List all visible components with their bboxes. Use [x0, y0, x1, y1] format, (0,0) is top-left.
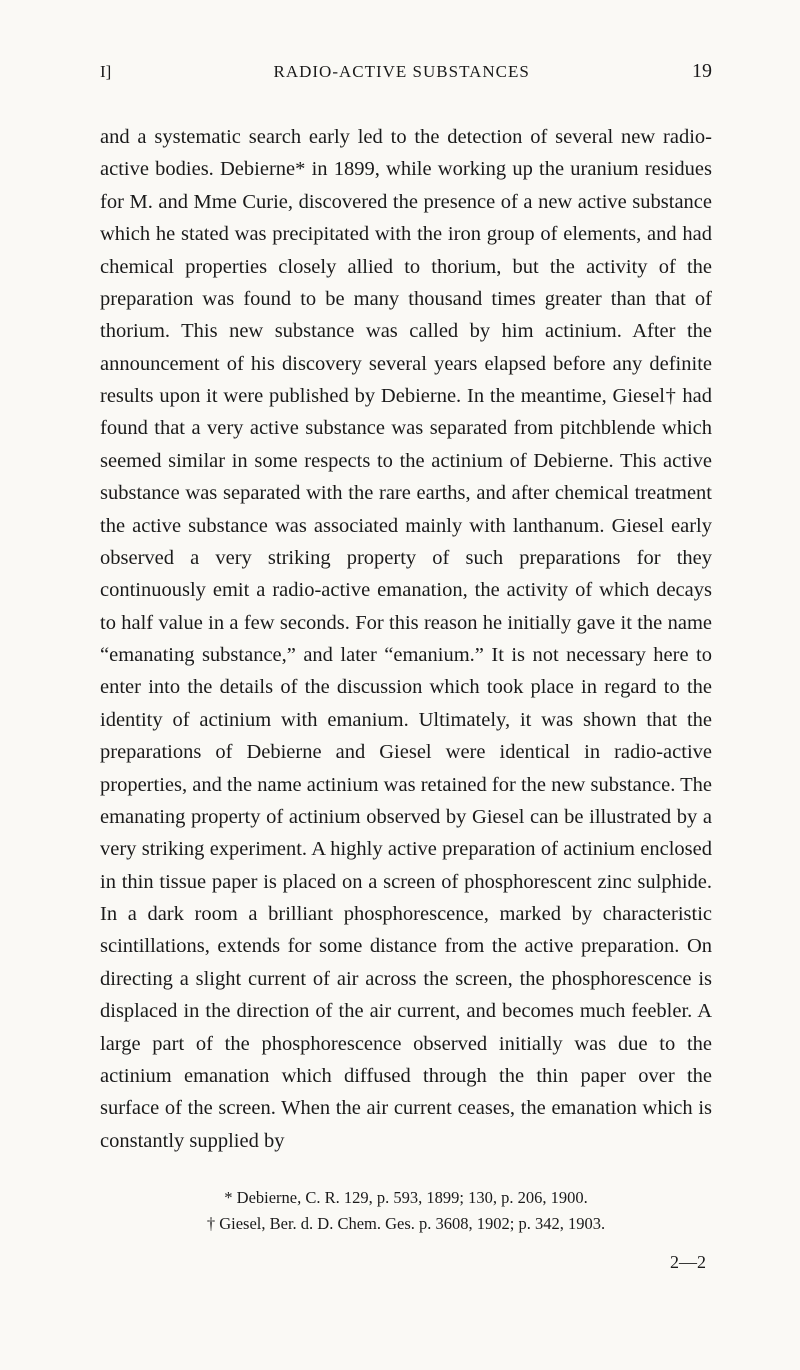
signature-mark: 2—2	[100, 1252, 712, 1273]
footnote-2: † Giesel, Ber. d. D. Chem. Ges. p. 3608,…	[100, 1211, 712, 1237]
header-page-number: 19	[692, 60, 712, 83]
header-chapter-marker: I]	[100, 62, 111, 82]
page: I] RADIO-ACTIVE SUBSTANCES 19 and a syst…	[0, 0, 800, 1370]
header-title: RADIO-ACTIVE SUBSTANCES	[111, 62, 692, 82]
running-header: I] RADIO-ACTIVE SUBSTANCES 19	[100, 60, 712, 83]
footnote-1: * Debierne, C. R. 129, p. 593, 1899; 130…	[100, 1185, 712, 1211]
footnotes: * Debierne, C. R. 129, p. 593, 1899; 130…	[100, 1185, 712, 1238]
body-paragraph: and a systematic search early led to the…	[100, 121, 712, 1157]
